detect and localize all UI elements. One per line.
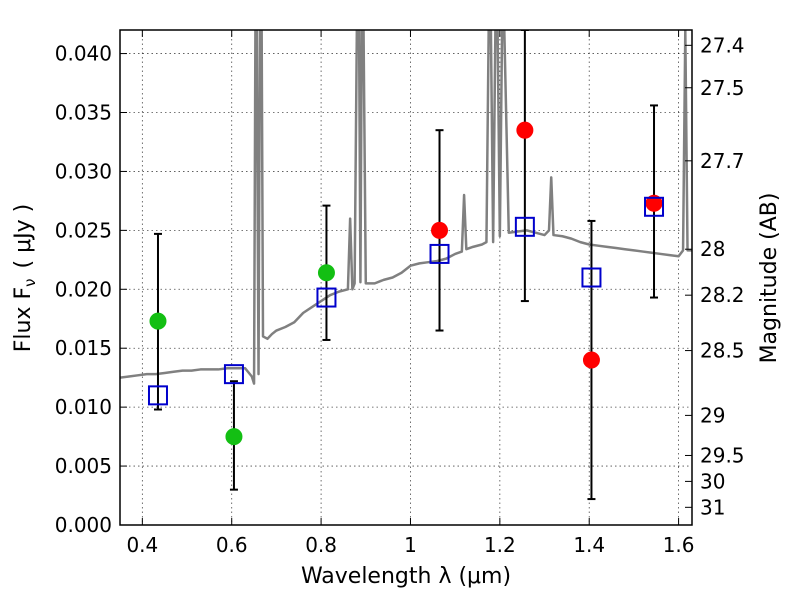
model-photometry-point bbox=[223, 364, 244, 385]
x-axis-label: Wavelength λ (μm) bbox=[301, 564, 511, 589]
model-photometry-point bbox=[581, 267, 602, 288]
x-tick-label: 1 bbox=[404, 533, 417, 557]
plot-area bbox=[120, 30, 692, 501]
spectrum-line bbox=[120, 30, 692, 385]
y-tick-label: 0.030 bbox=[55, 159, 112, 183]
y2-tick-label: 27.4 bbox=[700, 33, 745, 57]
observed-green-point bbox=[317, 264, 335, 282]
observed-green-point bbox=[225, 428, 243, 446]
observed-red-point bbox=[582, 351, 600, 369]
grid bbox=[120, 30, 692, 525]
model-photometry-point bbox=[429, 243, 450, 264]
y2-tick-label: 28 bbox=[700, 237, 725, 261]
observed-red-point bbox=[516, 121, 534, 139]
y2-tick-label: 28.2 bbox=[700, 283, 745, 307]
y2-tick-label: 28.5 bbox=[700, 339, 745, 363]
x-tick-label: 0.4 bbox=[126, 533, 158, 557]
x-tick-label: 1.2 bbox=[484, 533, 516, 557]
model-photometry-point bbox=[644, 196, 665, 217]
model-photometry-point bbox=[514, 216, 535, 237]
model-photometry-point bbox=[147, 385, 168, 406]
y2-tick-label: 30 bbox=[700, 469, 725, 493]
y2-axis-label: Magnitude (AB) bbox=[757, 193, 782, 364]
x-tick-label: 0.6 bbox=[216, 533, 248, 557]
x-tick-label: 1.6 bbox=[663, 533, 695, 557]
y-tick-label: 0.035 bbox=[55, 101, 112, 125]
axes: 0.4 0.6 0.8 1 1.2 1.4 1.6 0.000 0.005 0.010 0.015 0… bbox=[55, 30, 745, 557]
y2-tick-label: 27.7 bbox=[700, 149, 745, 173]
y2-tick-label: 27.5 bbox=[700, 76, 745, 100]
y-tick-label: 0.000 bbox=[55, 513, 112, 537]
y-tick-label: 0.025 bbox=[55, 218, 112, 242]
x-tick-label: 1.4 bbox=[573, 533, 605, 557]
y-axis-label: Flux Fν ( μJy ) bbox=[11, 204, 39, 352]
plot-frame bbox=[119, 29, 693, 526]
y-axis-label-subscript: ν bbox=[21, 278, 39, 286]
y-tick-label: 0.010 bbox=[55, 395, 112, 419]
observed-green-point bbox=[149, 312, 167, 330]
y-axis-label-unit: ( μJy ) bbox=[11, 204, 36, 269]
x-tick-label: 0.8 bbox=[305, 533, 337, 557]
y-tick-label: 0.015 bbox=[55, 336, 112, 360]
observed-red-point bbox=[431, 221, 449, 239]
y-tick-label: 0.020 bbox=[55, 277, 112, 301]
y-tick-label: 0.040 bbox=[55, 42, 112, 66]
y-tick-label: 0.005 bbox=[55, 454, 112, 478]
model-photometry-point bbox=[316, 287, 337, 308]
y2-tick-label: 29.5 bbox=[700, 443, 745, 467]
y-axis-label-main: Flux F bbox=[11, 287, 36, 352]
y2-tick-label: 29 bbox=[700, 403, 725, 427]
y2-tick-label: 31 bbox=[700, 495, 725, 519]
